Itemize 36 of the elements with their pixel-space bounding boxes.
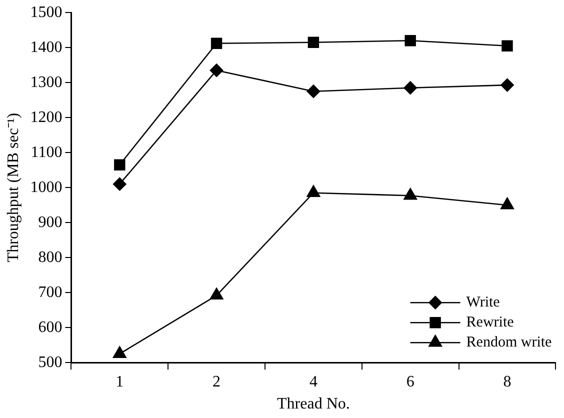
x-tick-label: 2: [212, 373, 221, 390]
legend-label: Write: [466, 294, 500, 311]
y-tick-label: 1500: [30, 4, 62, 21]
point: [308, 36, 320, 48]
y-tick-label: 500: [38, 354, 62, 371]
point: [500, 197, 514, 210]
y-tick-label: 900: [38, 214, 62, 231]
x-tick-label: 1: [116, 373, 124, 390]
y-tick-label: 1400: [30, 38, 62, 56]
legend-label: Rendom write: [466, 334, 552, 351]
point: [502, 40, 513, 52]
y-axis-title: Throughput (MB sec⁻¹): [4, 112, 22, 262]
y-tick-label: 1100: [30, 144, 62, 161]
point: [114, 159, 126, 170]
y-tick-label: 1000: [30, 178, 62, 196]
point: [404, 188, 418, 200]
point: [404, 81, 417, 94]
x-tick-label: 6: [406, 373, 414, 390]
point: [306, 84, 320, 98]
x-tick-label: 4: [309, 373, 318, 390]
x-axis-title: Thread No.: [277, 396, 350, 413]
x-tick-label: 8: [503, 373, 512, 390]
y-tick-label: 800: [38, 248, 62, 266]
point: [306, 185, 320, 197]
y-tick-label: 1300: [30, 74, 62, 91]
y-tick-label: 1200: [30, 108, 62, 126]
point: [210, 288, 224, 300]
y-tick-label: 700: [38, 284, 62, 301]
point: [113, 177, 126, 191]
point: [404, 35, 416, 46]
point: [112, 346, 126, 358]
legend-label: Rewrite: [466, 314, 514, 331]
point: [500, 78, 514, 92]
point: [210, 38, 222, 49]
y-tick-label: 600: [38, 318, 62, 336]
point: [210, 64, 224, 77]
